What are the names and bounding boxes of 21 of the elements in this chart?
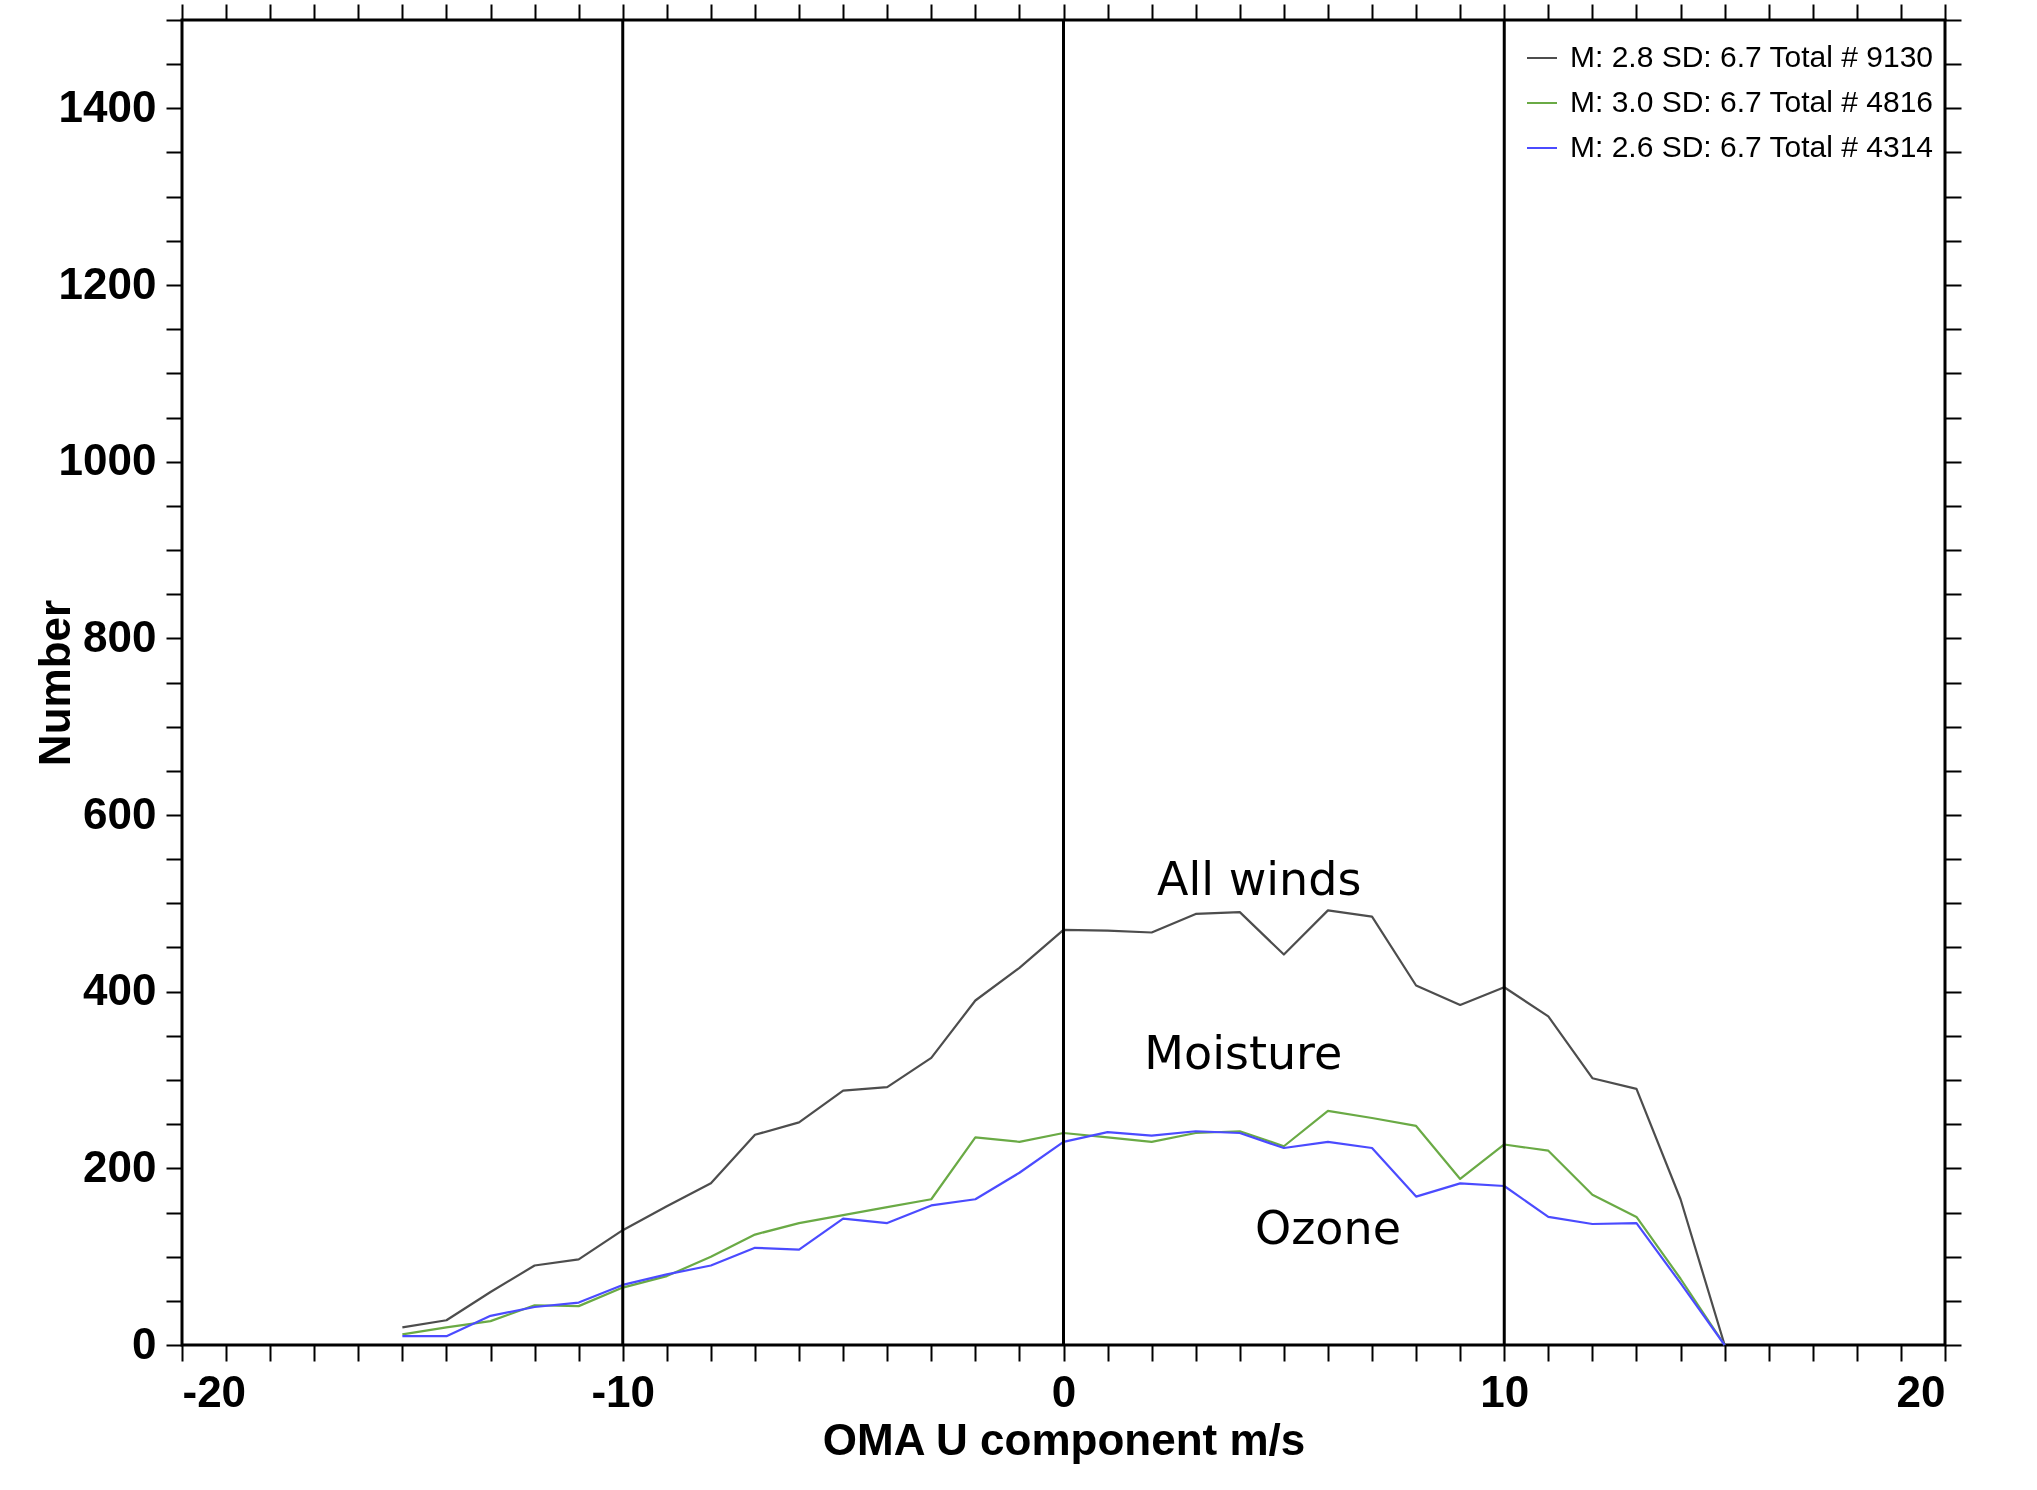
y-axis-title: Number [29,599,79,767]
annotation: Moisture [1144,1025,1343,1080]
x-axis-title: OMA U component m/s [822,1414,1306,1464]
y-tick-label: 1000 [58,435,157,485]
y-tick-label: 1200 [58,258,157,308]
annotation: Ozone [1254,1200,1401,1255]
y-tick-label: 400 [83,965,157,1015]
legend-label: M: 3.0 SD: 6.7 Total # 4816 [1570,85,1934,118]
x-tick-label: -20 [182,1366,247,1416]
y-tick-label: 1400 [58,81,157,131]
annotation: All winds [1157,852,1362,907]
y-tick-label: 800 [83,611,157,661]
x-tick-label: 10 [1480,1366,1530,1416]
x-tick-label: 20 [1896,1366,1946,1416]
y-tick-label: 0 [132,1318,157,1368]
y-tick-label: 600 [83,788,157,838]
legend-label: M: 2.6 SD: 6.7 Total # 4314 [1570,130,1934,163]
legend-label: M: 2.8 SD: 6.7 Total # 9130 [1570,40,1934,73]
x-tick-label: -10 [591,1366,656,1416]
x-tick-label: 0 [1051,1366,1077,1416]
y-tick-label: 200 [83,1141,157,1191]
